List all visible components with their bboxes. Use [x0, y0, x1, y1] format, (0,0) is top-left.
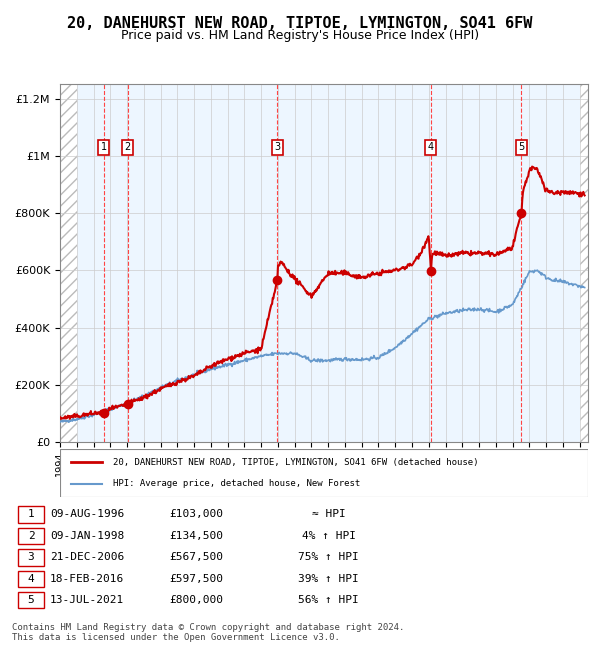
- FancyBboxPatch shape: [18, 506, 44, 523]
- Text: 1: 1: [28, 510, 34, 519]
- Text: £134,500: £134,500: [169, 531, 223, 541]
- Text: 4: 4: [428, 142, 434, 152]
- Text: 3: 3: [28, 552, 34, 562]
- FancyBboxPatch shape: [60, 448, 588, 497]
- Text: 1: 1: [101, 142, 107, 152]
- FancyBboxPatch shape: [18, 571, 44, 587]
- Text: 2: 2: [28, 531, 34, 541]
- Text: 21-DEC-2006: 21-DEC-2006: [50, 552, 124, 562]
- FancyBboxPatch shape: [18, 528, 44, 544]
- Text: 4: 4: [28, 574, 34, 584]
- Text: 2: 2: [124, 142, 131, 152]
- Text: 56% ↑ HPI: 56% ↑ HPI: [298, 595, 359, 605]
- Text: Contains HM Land Registry data © Crown copyright and database right 2024.
This d: Contains HM Land Registry data © Crown c…: [12, 623, 404, 642]
- Text: 09-AUG-1996: 09-AUG-1996: [50, 510, 124, 519]
- Text: 4% ↑ HPI: 4% ↑ HPI: [302, 531, 356, 541]
- FancyBboxPatch shape: [18, 592, 44, 608]
- Text: 5: 5: [518, 142, 524, 152]
- Text: HPI: Average price, detached house, New Forest: HPI: Average price, detached house, New …: [113, 479, 360, 488]
- Text: ≈ HPI: ≈ HPI: [312, 510, 346, 519]
- Text: £597,500: £597,500: [169, 574, 223, 584]
- Text: 5: 5: [28, 595, 34, 605]
- Bar: [60, 84, 588, 442]
- Bar: [580, 84, 588, 442]
- Text: 39% ↑ HPI: 39% ↑ HPI: [298, 574, 359, 584]
- Text: £103,000: £103,000: [169, 510, 223, 519]
- Bar: [60, 84, 77, 442]
- Text: 13-JUL-2021: 13-JUL-2021: [50, 595, 124, 605]
- Text: 75% ↑ HPI: 75% ↑ HPI: [298, 552, 359, 562]
- Text: £800,000: £800,000: [169, 595, 223, 605]
- Text: 20, DANEHURST NEW ROAD, TIPTOE, LYMINGTON, SO41 6FW: 20, DANEHURST NEW ROAD, TIPTOE, LYMINGTO…: [67, 16, 533, 31]
- Text: £567,500: £567,500: [169, 552, 223, 562]
- Text: 18-FEB-2016: 18-FEB-2016: [50, 574, 124, 584]
- Text: 3: 3: [274, 142, 281, 152]
- FancyBboxPatch shape: [18, 549, 44, 566]
- Text: 20, DANEHURST NEW ROAD, TIPTOE, LYMINGTON, SO41 6FW (detached house): 20, DANEHURST NEW ROAD, TIPTOE, LYMINGTO…: [113, 458, 478, 467]
- Text: 09-JAN-1998: 09-JAN-1998: [50, 531, 124, 541]
- Text: Price paid vs. HM Land Registry's House Price Index (HPI): Price paid vs. HM Land Registry's House …: [121, 29, 479, 42]
